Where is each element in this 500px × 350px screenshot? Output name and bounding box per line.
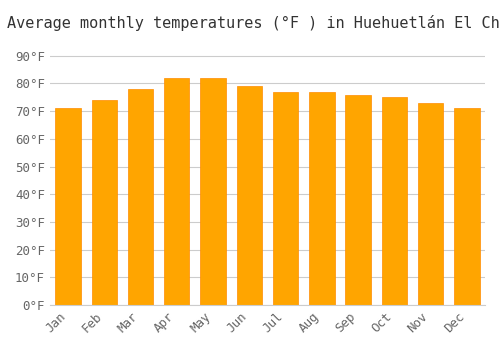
- Bar: [236, 86, 262, 305]
- Bar: [309, 92, 334, 305]
- Title: Average monthly temperatures (°F ) in Huehuetlán El Chico: Average monthly temperatures (°F ) in Hu…: [8, 15, 500, 31]
- Bar: [382, 97, 407, 305]
- Bar: [92, 100, 117, 305]
- Bar: [418, 103, 444, 305]
- Bar: [346, 94, 371, 305]
- Bar: [273, 92, 298, 305]
- Bar: [128, 89, 153, 305]
- Bar: [200, 78, 226, 305]
- Bar: [164, 78, 190, 305]
- Bar: [56, 108, 80, 305]
- Bar: [454, 108, 479, 305]
